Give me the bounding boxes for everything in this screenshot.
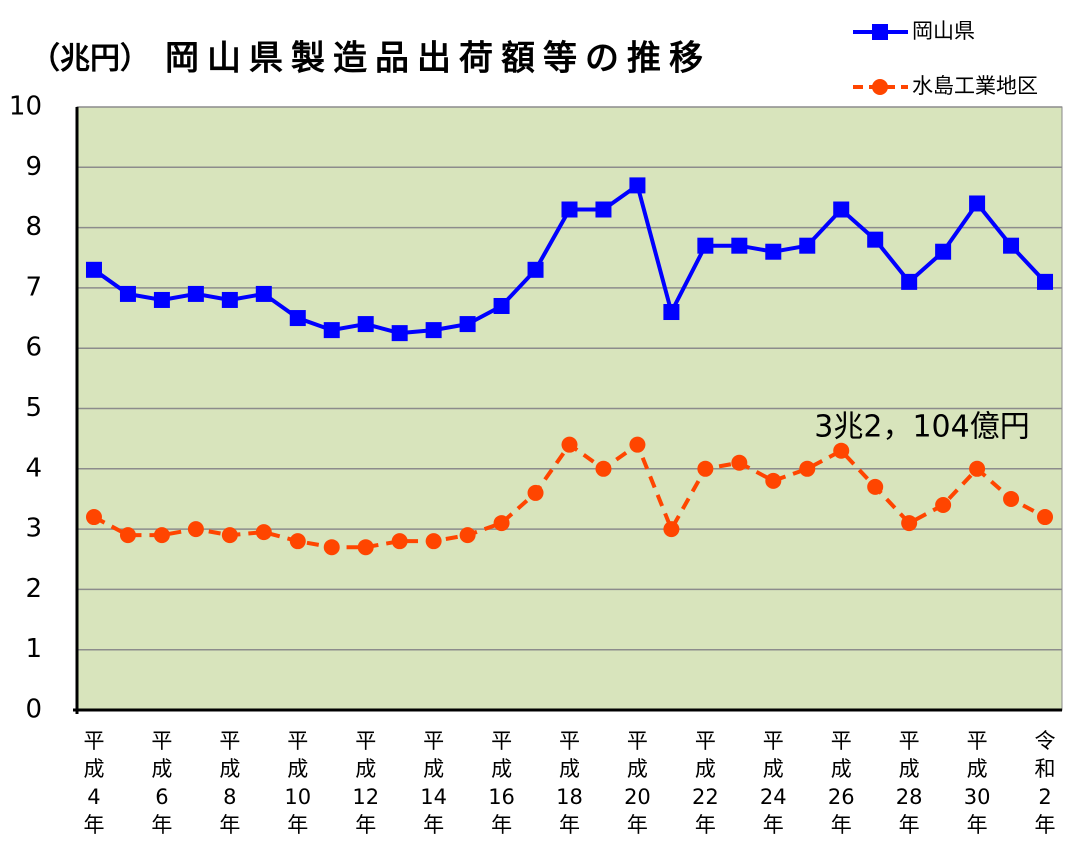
data-point: [221, 291, 238, 308]
data-point: [1037, 273, 1054, 290]
legend-label: 岡山県: [912, 19, 975, 43]
x-tick-label: 平成 14 年: [420, 729, 447, 837]
data-point: [391, 533, 408, 550]
data-point: [153, 527, 170, 544]
data-point: [595, 460, 612, 477]
legend-marker: [872, 79, 888, 95]
data-point: [493, 515, 510, 532]
data-point: [153, 291, 170, 308]
data-point: [799, 237, 816, 254]
data-point: [969, 195, 986, 212]
y-tick-label: 1: [25, 634, 42, 664]
data-point: [85, 509, 102, 526]
y-tick-label: 3: [25, 514, 42, 544]
data-point: [459, 527, 476, 544]
y-tick-label: 0: [25, 695, 42, 725]
data-point: [697, 237, 714, 254]
data-point: [561, 436, 578, 453]
y-tick-label: 9: [25, 152, 42, 182]
y-tick-label: 4: [25, 453, 42, 483]
data-point: [221, 527, 238, 544]
data-point: [357, 539, 374, 556]
data-point: [255, 524, 272, 541]
data-point: [255, 285, 272, 302]
x-tick-label: 平成 12 年: [352, 729, 379, 837]
y-unit: （兆円）: [30, 42, 150, 77]
legend-marker: [872, 24, 888, 40]
data-point: [187, 521, 204, 538]
data-point: [765, 243, 782, 260]
data-point: [731, 237, 748, 254]
x-tick-label: 平成 4 年: [83, 729, 104, 837]
x-tick-label: 平成 22 年: [692, 729, 719, 837]
x-tick-label: 平成 26 年: [828, 729, 855, 837]
y-tick-label: 7: [25, 272, 42, 302]
x-tick-label: 平成 8 年: [219, 729, 240, 837]
data-point: [187, 285, 204, 302]
legend-label: 水島工業地区: [912, 74, 1038, 98]
data-point: [119, 527, 136, 544]
x-tick-label: 平成 24 年: [760, 729, 787, 837]
data-point: [425, 533, 442, 550]
data-point: [663, 304, 680, 321]
data-point: [357, 316, 374, 333]
x-tick-label: 平成 28 年: [896, 729, 923, 837]
y-tick-label: 10: [9, 92, 42, 122]
chart-title: 岡山県製造品出荷額等の推移: [165, 39, 711, 79]
data-point: [731, 454, 748, 471]
x-tick-label: 平成 20 年: [624, 729, 651, 837]
data-point: [289, 533, 306, 550]
y-tick-label: 6: [25, 333, 42, 363]
x-tick-label: 令和 2 年: [1035, 729, 1056, 837]
x-tick-label: 平成 30 年: [964, 729, 991, 837]
data-point: [323, 322, 340, 339]
data-point: [493, 297, 510, 314]
data-point: [323, 539, 340, 556]
data-point: [969, 460, 986, 477]
y-tick-label: 8: [25, 212, 42, 242]
x-tick-label: 平成 16 年: [488, 729, 515, 837]
data-point: [833, 201, 850, 218]
data-point: [799, 460, 816, 477]
data-point: [595, 201, 612, 218]
data-point: [1003, 237, 1020, 254]
data-point: [629, 177, 646, 194]
data-point: [289, 310, 306, 327]
data-point: [527, 484, 544, 501]
x-tick-label: 平成 18 年: [556, 729, 583, 837]
x-tick-label: 平成 10 年: [284, 729, 311, 837]
data-point: [527, 261, 544, 278]
data-point: [833, 442, 850, 459]
data-point: [901, 515, 918, 532]
data-point: [119, 285, 136, 302]
data-point: [867, 231, 884, 248]
data-point: [867, 478, 884, 495]
data-point: [629, 436, 646, 453]
data-point: [561, 201, 578, 218]
data-point: [901, 273, 918, 290]
data-point: [1003, 490, 1020, 507]
y-tick-label: 2: [25, 574, 42, 604]
annotation: 3兆2，104億円: [814, 410, 1029, 445]
data-point: [459, 316, 476, 333]
data-point: [85, 261, 102, 278]
data-point: [663, 521, 680, 538]
x-tick-label: 平成 6 年: [151, 729, 172, 837]
data-point: [1037, 509, 1054, 526]
data-point: [765, 472, 782, 489]
data-point: [935, 243, 952, 260]
data-point: [697, 460, 714, 477]
data-point: [935, 496, 952, 513]
data-point: [391, 325, 408, 342]
y-tick-label: 5: [25, 393, 42, 423]
data-point: [425, 322, 442, 339]
